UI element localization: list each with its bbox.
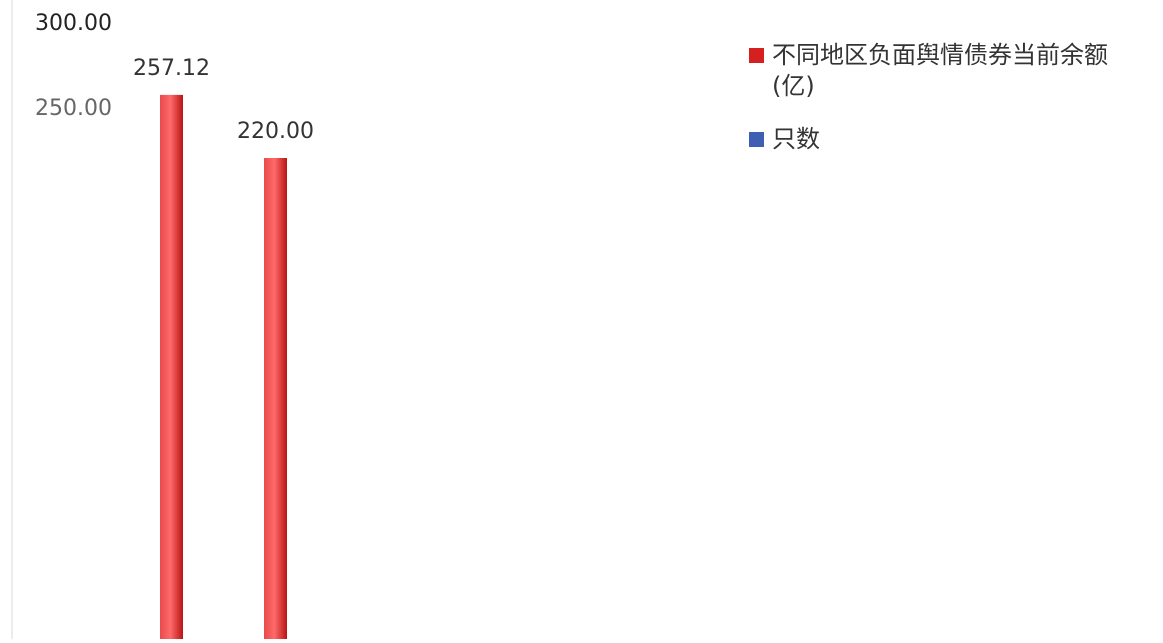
data-label: 257.12 — [133, 56, 210, 81]
legend-swatch-count — [749, 132, 764, 147]
data-label: 220.00 — [237, 119, 314, 144]
legend-swatch-balance — [749, 48, 764, 63]
legend-item-balance[interactable]: 不同地区负面舆情债券当前余额(亿) — [749, 40, 1109, 102]
legend-label-count: 只数 — [772, 125, 820, 153]
y-tick-label: 250.00 — [35, 96, 112, 121]
y-tick-label: 300.00 — [35, 11, 112, 36]
legend: 不同地区负面舆情债券当前余额(亿) 只数 — [749, 40, 1109, 177]
legend-item-count[interactable]: 只数 — [749, 124, 1109, 155]
bar[interactable] — [264, 158, 287, 639]
bar[interactable] — [160, 94, 183, 639]
legend-label-balance: 不同地区负面舆情债券当前余额(亿) — [772, 41, 1108, 100]
